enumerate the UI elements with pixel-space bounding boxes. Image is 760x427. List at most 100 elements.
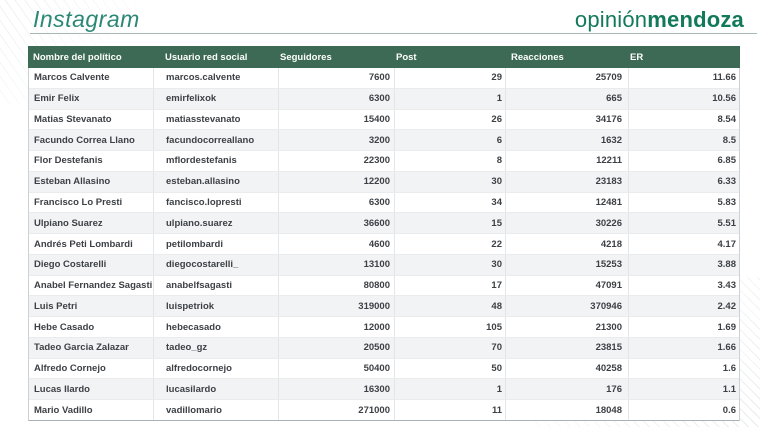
- post-cell: 30: [395, 254, 506, 275]
- reacciones-cell: 176: [506, 379, 629, 400]
- reacciones-cell: 12481: [506, 192, 629, 213]
- table-row: Andrés Peti Lombardi petilombardi 4600 22 42…: [29, 234, 739, 255]
- seguidores-cell: 6300: [279, 88, 395, 109]
- table-row: Flor Destefanis mflordestefanis 22300 8 1221…: [29, 151, 739, 172]
- post-cell: 105: [395, 317, 506, 337]
- post-cell: 15: [395, 213, 506, 234]
- table-row: Luis Petri luispetriok 319000 48 370946 2.42: [29, 296, 739, 318]
- seguidores-cell: 15400: [279, 109, 395, 130]
- politician-name-cell: Anabel Fernandez Sagasti: [29, 275, 154, 296]
- post-cell: 22: [395, 234, 506, 254]
- er-cell: 1.66: [717, 342, 737, 354]
- table-row: Esteban Allasino esteban.allasino 12200 30 2…: [29, 171, 739, 193]
- politician-name-cell: Esteban Allasino: [29, 171, 154, 192]
- brand-logo: opiniónmendoza: [575, 7, 744, 33]
- seguidores-cell: 12200: [279, 171, 395, 192]
- table-row: Ulpiano Suarez ulpiano.suarez 36600 15 30226…: [29, 213, 739, 235]
- post-cell: 70: [395, 337, 506, 358]
- seguidores-cell: 16300: [279, 379, 395, 400]
- post-cell: 1: [395, 88, 506, 109]
- seguidores-cell: 271000: [279, 400, 395, 421]
- er-cell: 1.1: [722, 383, 736, 395]
- reacciones-cell: 1632: [506, 130, 629, 151]
- table-row: Francisco Lo Presti fancisco.lopresti 6300…: [29, 192, 739, 214]
- table-row: Mario Vadillo vadillomario 271000 11 18048 0.…: [29, 400, 739, 421]
- username-cell: vadillomario: [154, 400, 279, 421]
- table-row: Alfredo Cornejo alfredocornejo 50400 50 4025…: [29, 358, 739, 380]
- er-cell: 8.54: [717, 113, 737, 125]
- username-cell: facundocorreallano: [154, 130, 279, 151]
- brand-logo-regular: opinión: [574, 7, 648, 32]
- er-cell: 0.6: [722, 404, 736, 416]
- post-cell: 11: [395, 400, 506, 421]
- post-cell: 48: [395, 296, 506, 317]
- politicians-table: Nombre del político Usuario red social Seg…: [28, 46, 740, 421]
- politician-name-cell: Marcos Calvente: [29, 68, 154, 88]
- table-row: Hebe Casado hebecasado 12000 105 21300 1.69: [29, 317, 739, 338]
- table-row: Tadeo Garcia Zalazar tadeo_gz 20500 70 23815…: [29, 337, 739, 359]
- page-title: Instagram: [33, 6, 140, 32]
- politician-name-cell: Alfredo Cornejo: [29, 358, 154, 379]
- username-cell: matiasstevanato: [154, 109, 279, 130]
- username-cell: petilombardi: [154, 234, 279, 254]
- politician-name-cell: Tadeo Garcia Zalazar: [29, 337, 154, 358]
- reacciones-cell: 21300: [506, 317, 629, 337]
- seguidores-cell: 13100: [279, 254, 395, 275]
- username-cell: marcos.calvente: [154, 68, 279, 88]
- reacciones-cell: 23815: [506, 337, 629, 358]
- politician-name-cell: Facundo Correa Llano: [29, 130, 154, 151]
- post-cell: 6: [395, 130, 506, 151]
- table-body: Marcos Calvente marcos.calvente 7600 29 2570…: [29, 68, 739, 421]
- column-header-er: ER: [630, 51, 644, 63]
- reacciones-cell: 12211: [506, 151, 629, 171]
- politician-name-cell: Andrés Peti Lombardi: [29, 234, 154, 254]
- politician-name-cell: Hebe Casado: [29, 317, 154, 337]
- username-cell: luispetriok: [154, 296, 279, 317]
- post-cell: 34: [395, 192, 506, 213]
- reacciones-cell: 34176: [506, 109, 629, 130]
- politician-name-cell: Lucas Ilardo: [29, 379, 154, 400]
- politician-name-cell: Emir Felix: [29, 88, 154, 109]
- er-cell: 6.85: [717, 155, 737, 167]
- column-header-username: Usuario red social: [165, 51, 248, 63]
- er-cell: 3.43: [717, 280, 737, 292]
- er-cell: 2.42: [717, 300, 737, 312]
- table-row: Diego Costarelli diegocostarelli_ 13100 30 1…: [29, 254, 739, 276]
- politician-name-cell: Flor Destefanis: [29, 151, 154, 171]
- seguidores-cell: 319000: [279, 296, 395, 317]
- politician-name-cell: Luis Petri: [29, 296, 154, 317]
- post-cell: 17: [395, 275, 506, 296]
- post-cell: 8: [395, 151, 506, 171]
- seguidores-cell: 12000: [279, 317, 395, 337]
- username-cell: ulpiano.suarez: [154, 213, 279, 234]
- post-cell: 50: [395, 358, 506, 379]
- username-cell: hebecasado: [154, 317, 279, 337]
- reacciones-cell: 30226: [506, 213, 629, 234]
- reacciones-cell: 18048: [506, 400, 629, 421]
- er-cell: 5.51: [717, 217, 737, 229]
- seguidores-cell: 3200: [279, 130, 395, 151]
- username-cell: anabelfsagasti: [154, 275, 279, 296]
- column-header-post: Post: [396, 51, 417, 63]
- er-cell: 3.88: [717, 259, 737, 271]
- username-cell: tadeo_gz: [154, 337, 279, 358]
- politician-name-cell: Ulpiano Suarez: [29, 213, 154, 234]
- username-cell: mflordestefanis: [154, 151, 279, 171]
- table-row: Anabel Fernandez Sagasti anabelfsagasti 80…: [29, 275, 739, 297]
- username-cell: fancisco.lopresti: [154, 192, 279, 213]
- er-cell: 1.6: [722, 363, 736, 375]
- seguidores-cell: 50400: [279, 358, 395, 379]
- seguidores-cell: 4600: [279, 234, 395, 254]
- er-cell: 6.33: [717, 176, 737, 188]
- column-header-reacciones: Reacciones: [511, 51, 564, 63]
- post-cell: 30: [395, 171, 506, 192]
- username-cell: diegocostarelli_: [154, 254, 279, 275]
- post-cell: 29: [395, 68, 506, 88]
- seguidores-cell: 7600: [279, 68, 395, 88]
- username-cell: lucasilardo: [154, 379, 279, 400]
- reacciones-cell: 15253: [506, 254, 629, 275]
- reacciones-cell: 4218: [506, 234, 629, 254]
- seguidores-cell: 6300: [279, 192, 395, 213]
- brand-logo-bold: mendoza: [647, 7, 744, 32]
